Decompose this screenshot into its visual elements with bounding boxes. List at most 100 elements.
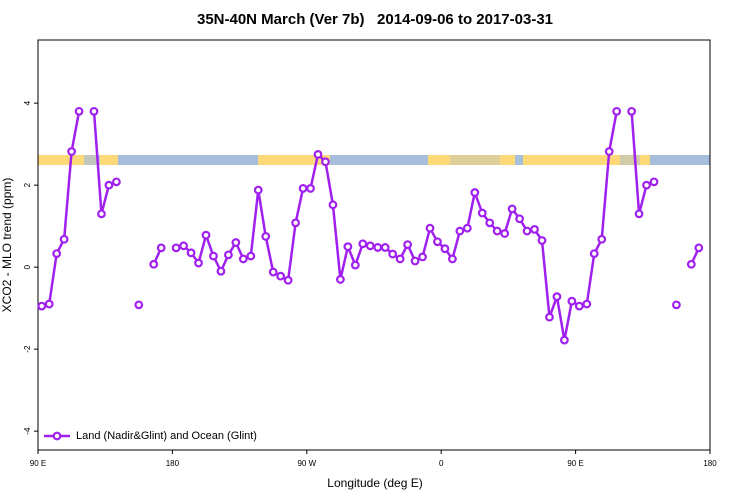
data-point bbox=[223, 250, 233, 260]
data-point bbox=[358, 239, 368, 249]
data-point bbox=[612, 106, 622, 116]
data-point bbox=[321, 157, 330, 167]
data-point bbox=[283, 275, 293, 285]
y-tick-label: -2 bbox=[23, 345, 32, 353]
data-point bbox=[440, 244, 450, 254]
y-tick-label: 2 bbox=[23, 182, 32, 187]
data-point bbox=[552, 292, 562, 302]
data-point bbox=[59, 234, 69, 244]
data-point bbox=[597, 234, 607, 244]
data-point bbox=[44, 299, 54, 309]
data-point bbox=[149, 259, 159, 269]
data-point bbox=[350, 260, 360, 270]
data-point bbox=[507, 204, 517, 214]
data-point bbox=[209, 251, 218, 261]
data-point bbox=[171, 243, 181, 253]
data-point bbox=[67, 147, 76, 156]
data-point bbox=[156, 243, 166, 253]
data-point bbox=[104, 180, 114, 190]
data-point bbox=[291, 218, 301, 228]
data-point bbox=[388, 249, 398, 259]
data-point bbox=[582, 299, 592, 309]
data-point bbox=[560, 335, 569, 345]
data-point bbox=[649, 177, 659, 187]
data-point bbox=[522, 226, 532, 236]
data-point bbox=[634, 209, 644, 219]
data-point bbox=[134, 300, 144, 310]
data-point bbox=[313, 149, 323, 159]
data-point bbox=[231, 238, 241, 247]
data-point bbox=[343, 242, 353, 252]
data-point bbox=[418, 252, 427, 262]
y-tick-label: 0 bbox=[23, 264, 32, 269]
data-point bbox=[462, 223, 472, 233]
data-point bbox=[201, 230, 211, 240]
legend-marker bbox=[52, 431, 62, 441]
series-line bbox=[175, 111, 618, 341]
data-point bbox=[111, 177, 121, 187]
data-point bbox=[589, 249, 599, 259]
data-point bbox=[672, 300, 681, 310]
data-point bbox=[365, 241, 375, 251]
data-point bbox=[694, 243, 704, 253]
data-point bbox=[627, 106, 636, 116]
data-point bbox=[395, 254, 405, 264]
data-point bbox=[306, 184, 315, 193]
data-point bbox=[530, 225, 539, 234]
data-point bbox=[410, 256, 420, 266]
data-point bbox=[238, 254, 248, 264]
data-point bbox=[567, 296, 577, 306]
data-point bbox=[470, 188, 480, 197]
data-point bbox=[425, 223, 435, 233]
data-point bbox=[246, 251, 256, 261]
data-point bbox=[74, 106, 84, 116]
data-point bbox=[545, 312, 554, 322]
data-point bbox=[186, 248, 196, 258]
series-line bbox=[41, 111, 81, 308]
legend-label: Land (Nadir&Glint) and Ocean (Glint) bbox=[76, 430, 257, 442]
x-axis-label: Longitude (deg E) bbox=[327, 476, 422, 490]
x-tick-label: 180 bbox=[166, 459, 180, 468]
data-point bbox=[574, 301, 584, 311]
chart-title: 35N-40N March (Ver 7b) 2014-09-06 to 201… bbox=[197, 11, 553, 28]
data-point bbox=[455, 226, 465, 236]
data-point bbox=[477, 208, 487, 218]
data-point bbox=[485, 218, 495, 228]
y-tick-label: 4 bbox=[23, 100, 32, 105]
data-point bbox=[500, 229, 510, 238]
data-point bbox=[89, 106, 99, 116]
y-axis-label: XCO2 - MLO trend (ppm) bbox=[0, 178, 14, 313]
x-tick-label: 90 E bbox=[30, 459, 46, 468]
data-point bbox=[373, 243, 383, 252]
x-tick-label: 90 E bbox=[567, 459, 583, 468]
x-tick-label: 90 W bbox=[297, 459, 316, 468]
plot-frame bbox=[37, 39, 711, 451]
data-point bbox=[642, 180, 651, 190]
data-point bbox=[298, 184, 308, 193]
data-point bbox=[515, 214, 524, 224]
x-tick-label: 0 bbox=[439, 459, 444, 468]
data-point bbox=[403, 240, 413, 249]
data-point bbox=[492, 226, 502, 236]
data-point bbox=[276, 271, 286, 281]
data-point bbox=[253, 185, 263, 195]
data-point bbox=[537, 236, 547, 245]
data-point bbox=[179, 241, 189, 251]
data-point bbox=[37, 301, 47, 311]
data-point bbox=[604, 147, 614, 156]
data-point bbox=[268, 267, 278, 277]
data-point bbox=[328, 200, 338, 210]
data-point bbox=[216, 266, 226, 276]
data-point bbox=[52, 249, 62, 259]
x-tick-label: 180 bbox=[703, 459, 717, 468]
data-point bbox=[686, 259, 696, 269]
land-ocean-mask bbox=[38, 155, 710, 165]
data-point bbox=[194, 258, 203, 268]
data-point bbox=[261, 231, 271, 241]
data-point bbox=[97, 209, 106, 219]
data-point bbox=[380, 243, 390, 252]
data-point bbox=[448, 254, 457, 264]
data-point bbox=[433, 237, 442, 247]
y-tick-label: -4 bbox=[23, 427, 32, 435]
